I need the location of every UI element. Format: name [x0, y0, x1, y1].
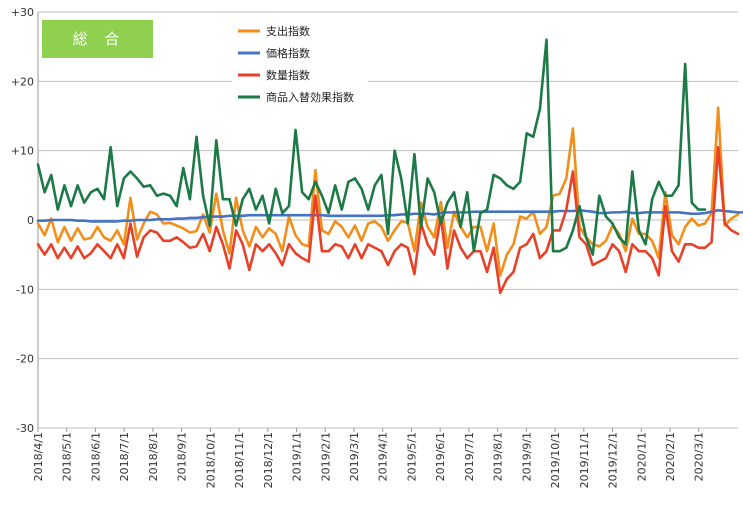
y-axis-ticks: +30 +20 +10 0 -10 -20 -30 [11, 6, 34, 435]
x-tick-label: 2018/5/1 [61, 432, 74, 481]
x-tick-label: 2019/2/1 [319, 432, 332, 481]
x-tick-label: 2019/1/1 [291, 432, 304, 481]
x-tick-label: 2019/10/1 [549, 432, 562, 488]
y-tick-label: 0 [27, 214, 34, 227]
x-tick-label: 2019/12/1 [607, 432, 620, 488]
x-tick-label: 2019/9/1 [520, 432, 533, 481]
x-tick-label: 2019/8/1 [492, 432, 505, 481]
legend-label: 価格指数 [266, 46, 310, 60]
y-tick-label: -10 [16, 283, 34, 296]
series-line-3 [36, 145, 740, 295]
x-tick-label: 2020/3/1 [693, 432, 706, 481]
x-tick-label: 2020/2/1 [664, 432, 677, 481]
series-lines [36, 38, 743, 295]
x-tick-label: 2020/1/1 [635, 432, 648, 481]
y-tick-label: -20 [16, 353, 34, 366]
x-tick-label: 2019/7/1 [463, 432, 476, 481]
x-tick-label: 2019/5/1 [405, 432, 418, 481]
legend-label: 支出指数 [266, 24, 310, 38]
x-axis-ticks: 2018/4/1 2018/5/1 2018/6/1 2018/7/1 2018/8/1… [32, 428, 706, 488]
series-line-4 [36, 38, 707, 256]
title-box-background [42, 20, 153, 58]
x-tick-label: 2019/6/1 [434, 432, 447, 481]
x-tick-label: 2019/4/1 [377, 432, 390, 481]
x-tick-label: 2019/3/1 [348, 432, 361, 481]
x-tick-label: 2019/11/1 [578, 432, 591, 488]
chart-title-box: 総 合 [42, 20, 153, 58]
legend-background [232, 18, 368, 110]
x-tick-label: 2018/10/1 [204, 432, 217, 488]
y-tick-label: +10 [11, 145, 34, 158]
y-tick-label: +30 [11, 6, 34, 19]
series-line-2 [36, 208, 743, 223]
x-tick-label: 2018/4/1 [32, 432, 45, 481]
y-tick-label: +20 [11, 75, 34, 88]
x-tick-label: 2018/6/1 [89, 432, 102, 481]
x-tick-label: 2018/8/1 [147, 432, 160, 481]
x-tick-label: 2018/12/1 [262, 432, 275, 488]
legend-label: 数量指数 [266, 68, 310, 82]
legend-label: 商品入替効果指数 [266, 90, 354, 104]
x-tick-label: 2018/9/1 [176, 432, 189, 481]
x-tick-label: 2018/7/1 [118, 432, 131, 481]
x-tick-label: 2018/11/1 [233, 432, 246, 488]
series-line-1 [36, 106, 740, 277]
chart-title: 総 合 [73, 30, 126, 48]
y-tick-label: -30 [16, 422, 34, 435]
